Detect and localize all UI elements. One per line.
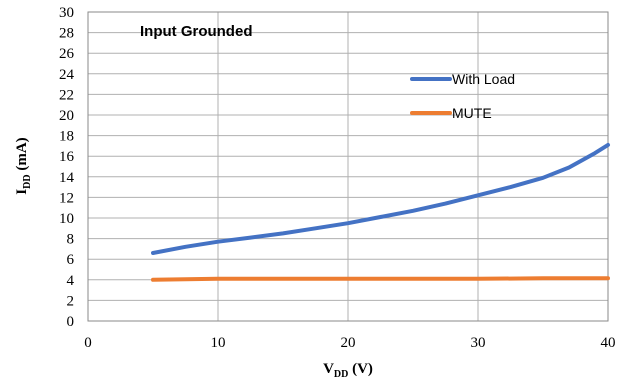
x-axis-title-sub: DD <box>334 369 348 380</box>
y-tick-label: 10 <box>59 211 74 227</box>
plot-frame <box>87 11 609 322</box>
y-tick-label: 0 <box>67 314 75 330</box>
x-tick-label: 30 <box>471 335 486 351</box>
y-tick-label: 2 <box>67 293 75 309</box>
y-tick-label: 16 <box>59 149 75 165</box>
y-tick-label: 22 <box>59 87 74 103</box>
grid <box>87 11 609 322</box>
x-axis-title: VDD (V) <box>323 361 373 380</box>
y-tick-label: 14 <box>59 170 75 186</box>
y-tick-label: 26 <box>59 46 75 62</box>
x-axis-title-main: V <box>323 361 334 377</box>
y-tick-label: 18 <box>59 129 74 145</box>
y-axis-title-sub: DD <box>22 174 33 188</box>
series-line-mute <box>151 276 610 282</box>
x-axis-title-unit: (V) <box>348 361 373 377</box>
legend: With Load MUTE <box>410 71 515 121</box>
x-tick-label: 0 <box>84 335 92 351</box>
legend-label-with-load: With Load <box>452 71 515 87</box>
x-tick-label: 10 <box>211 335 226 351</box>
y-axis-title: IDD (mA) <box>14 137 33 194</box>
series-line-with-load <box>151 142 610 255</box>
y-axis-title-main: I <box>14 189 30 195</box>
series-layer <box>151 142 610 282</box>
x-tick-label: 40 <box>601 335 616 351</box>
y-tick-label: 8 <box>67 232 75 248</box>
y-tick-label: 28 <box>59 26 74 42</box>
y-tick-label: 12 <box>59 190 74 206</box>
chart-annotation: Input Grounded <box>140 23 252 40</box>
y-tick-label: 4 <box>67 273 75 289</box>
y-axis-title-unit: (mA) <box>14 137 30 174</box>
y-tick-label: 20 <box>59 108 74 124</box>
y-tick-label: 30 <box>59 5 74 21</box>
y-tick-label: 6 <box>67 252 75 268</box>
y-tick-label: 24 <box>59 67 75 83</box>
legend-label-mute: MUTE <box>452 105 492 121</box>
x-tick-label: 20 <box>341 335 356 351</box>
x-axis-ticks: 0 10 20 30 40 <box>84 335 615 351</box>
